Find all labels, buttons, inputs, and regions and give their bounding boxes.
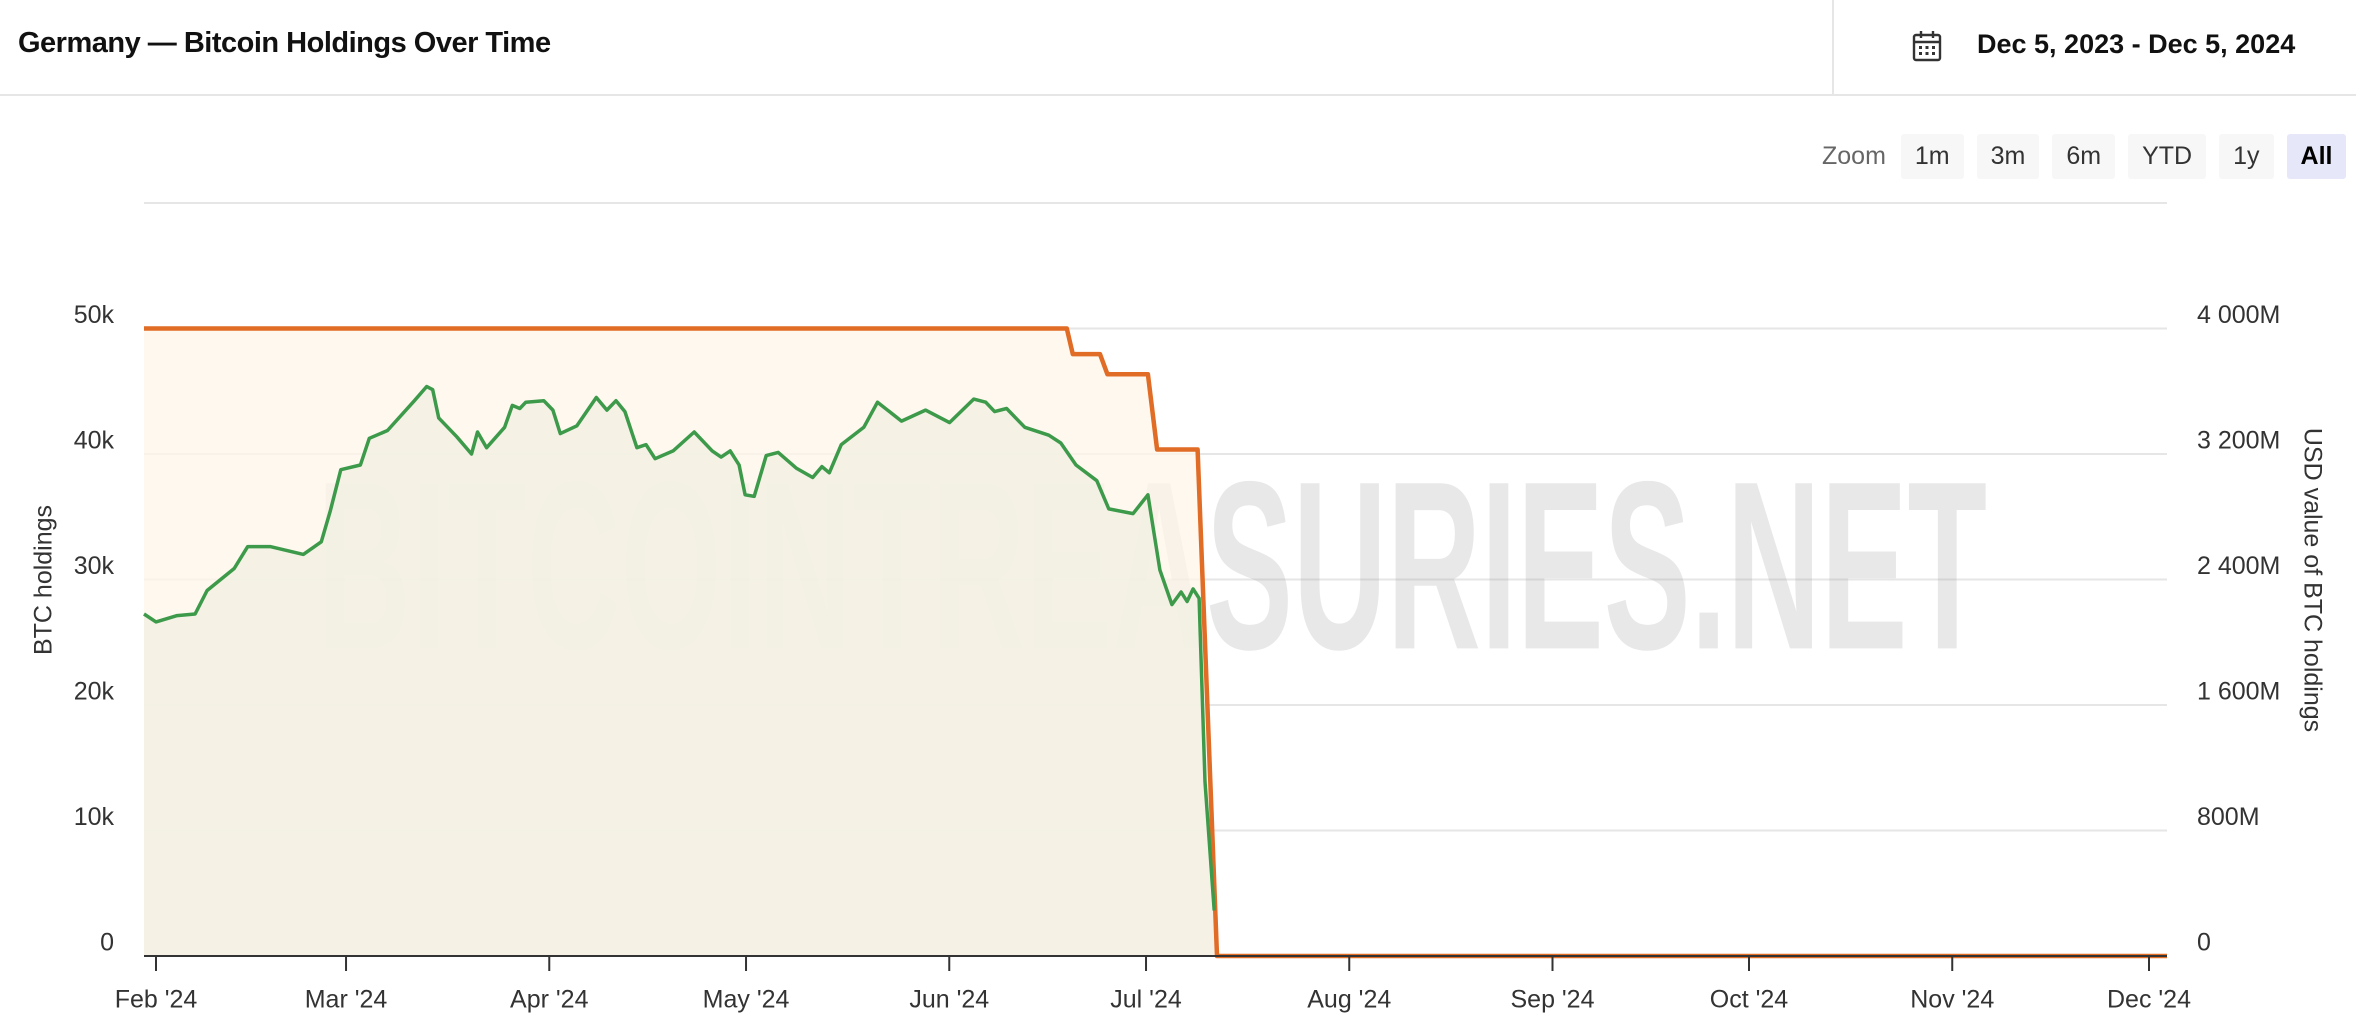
calendar-icon[interactable] (1912, 30, 1942, 62)
y2-tick-label: 800M (2197, 803, 2260, 831)
page-title: Germany — Bitcoin Holdings Over Time (18, 27, 551, 59)
x-tick-label: Apr '24 (510, 986, 589, 1014)
y-tick-label: 0 (100, 929, 114, 957)
zoom-bar: Zoom 1m 3m 6m YTD 1y All (1822, 134, 2347, 179)
x-tick-label: Mar '24 (305, 986, 388, 1014)
y2-tick-label: 2 400M (2197, 552, 2280, 580)
date-range[interactable]: Dec 5, 2023 - Dec 5, 2024 (1977, 29, 2296, 59)
x-tick-label: Feb '24 (115, 986, 198, 1014)
y-tick-label: 40k (74, 427, 115, 455)
y-tick-label: 30k (74, 552, 115, 580)
x-tick-label: Sep '24 (1510, 986, 1594, 1014)
x-tick-label: Jun '24 (909, 986, 989, 1014)
zoom-button[interactable]: 1m (1900, 134, 1964, 179)
x-tick-label: Jul '24 (1110, 986, 1182, 1014)
y2-tick-label: 1 600M (2197, 678, 2280, 706)
x-tick-label: May '24 (703, 986, 790, 1014)
x-tick-label: Aug '24 (1307, 986, 1391, 1014)
zoom-label: Zoom (1822, 142, 1886, 170)
zoom-button[interactable]: YTD (2128, 134, 2207, 179)
x-tick-label: Dec '24 (2107, 986, 2191, 1014)
zoom-button[interactable]: 1y (2219, 134, 2274, 179)
series-line (143, 384, 1216, 911)
y2-tick-label: 0 (2197, 929, 2211, 957)
separator (1832, 0, 1834, 94)
y-tick-label: 20k (74, 678, 115, 706)
y2-axis-title: USD value of BTC holdings (2298, 428, 2326, 732)
zoom-button[interactable]: 6m (2052, 134, 2116, 179)
y2-tick-label: 3 200M (2197, 427, 2280, 455)
zoom-button[interactable]: All (2286, 134, 2347, 179)
y2-tick-label: 4 000M (2197, 301, 2280, 329)
header: Germany — Bitcoin Holdings Over Time Dec… (0, 0, 2356, 96)
x-tick-label: Nov '24 (1910, 986, 1994, 1014)
y-axis-title: BTC holdings (30, 505, 58, 655)
series-line (144, 326, 2167, 959)
watermark: BITCOINTREASURIES.NET (317, 431, 1987, 699)
zoom-button[interactable]: 3m (1976, 134, 2040, 179)
y-tick-label: 50k (74, 301, 115, 329)
y-tick-label: 10k (74, 803, 115, 831)
area (144, 328, 2167, 956)
area (144, 386, 1215, 956)
x-tick-label: Oct '24 (1710, 986, 1789, 1014)
